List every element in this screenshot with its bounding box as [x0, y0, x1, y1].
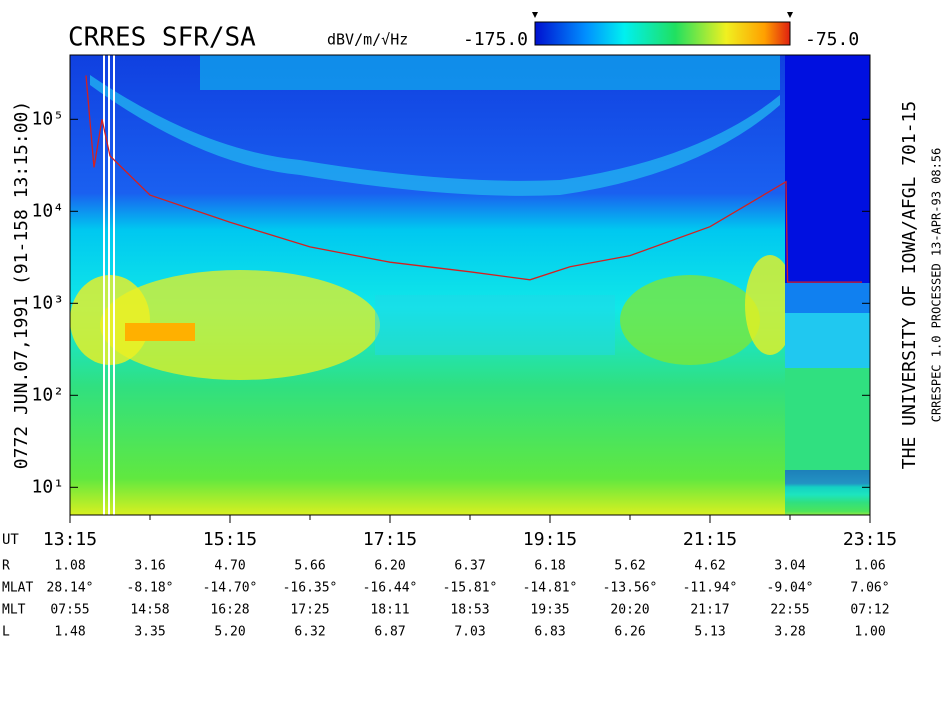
ephemeris-value: 21:17: [690, 603, 729, 618]
ephemeris-value: 20:20: [610, 603, 649, 618]
y-tick-label: 10²: [31, 384, 64, 405]
ephemeris-value: -14.81°: [523, 581, 578, 596]
x-tick-label: 13:15: [43, 529, 97, 550]
colorbar-label: dBV/m/√Hz: [327, 31, 408, 49]
ephemeris-value: 6.26: [614, 625, 645, 640]
ephemeris-value: -9.04°: [767, 581, 814, 596]
ephemeris-value: 7.03: [454, 625, 485, 640]
ephemeris-value: 19:35: [530, 603, 569, 618]
ephemeris-value: 4.62: [694, 559, 725, 574]
ephemeris-value: 3.35: [134, 625, 165, 640]
ephemeris-value: 28.14°: [47, 581, 94, 596]
ephemeris-value: -16.44°: [363, 581, 418, 596]
ephemeris-value: 16:28: [210, 603, 249, 618]
ephemeris-value: 14:58: [130, 603, 169, 618]
ephemeris-value: 3.28: [774, 625, 805, 640]
colorbar-tick-label: -75.0: [805, 29, 859, 50]
ephemeris-value: 3.16: [134, 559, 165, 574]
x-tick-label: 23:15: [843, 529, 897, 550]
ephemeris-value: 18:53: [450, 603, 489, 618]
ephemeris-value: -14.70°: [203, 581, 258, 596]
colorbar-tick: [787, 12, 793, 18]
ephemeris-value: 1.06: [854, 559, 885, 574]
ephemeris-value: 6.87: [374, 625, 405, 640]
y-tick-label: 10⁴: [31, 200, 64, 221]
ephemeris-value: 5.13: [694, 625, 725, 640]
ephemeris-value: 5.62: [614, 559, 645, 574]
ephemeris-value: 22:55: [770, 603, 809, 618]
y-tick-label: 10³: [31, 292, 64, 313]
ephemeris-label: MLT: [2, 603, 26, 618]
ephemeris-value: 4.70: [214, 559, 245, 574]
colorbar-tick: [532, 12, 538, 18]
ephemeris-value: -13.56°: [603, 581, 658, 596]
ephemeris-value: 07:12: [850, 603, 889, 618]
x-tick-label: 17:15: [363, 529, 417, 550]
left-label: 0772 JUN.07,1991 (91-158 13:15:00): [11, 101, 32, 469]
ephemeris-value: 18:11: [370, 603, 409, 618]
ephemeris-value: 5.20: [214, 625, 245, 640]
x-tick-label: 19:15: [523, 529, 577, 550]
ephemeris-label: L: [2, 625, 10, 640]
ephemeris-value: 6.32: [294, 625, 325, 640]
ephemeris-value: -16.35°: [283, 581, 338, 596]
y-tick-label: 10⁵: [31, 108, 64, 129]
right-label: THE UNIVERSITY OF IOWA/AFGL 701-15: [899, 101, 920, 469]
x-tick-label: 15:15: [203, 529, 257, 550]
ephemeris-value: 6.20: [374, 559, 405, 574]
spectrogram-background: [70, 55, 870, 515]
ephemeris-value: 17:25: [290, 603, 329, 618]
ephemeris-value: 6.83: [534, 625, 565, 640]
ephemeris-value: 7.06°: [850, 581, 889, 596]
ephemeris-value: 6.37: [454, 559, 485, 574]
colorbar: [534, 21, 791, 46]
ephemeris-value: 1.48: [54, 625, 85, 640]
ephemeris-value: 1.08: [54, 559, 85, 574]
ephemeris-value: 6.18: [534, 559, 565, 574]
ephemeris-label: R: [2, 559, 10, 574]
ephemeris-value: -8.18°: [127, 581, 174, 596]
ephemeris-value: -11.94°: [683, 581, 738, 596]
chart-title: CRRES SFR/SA: [68, 23, 256, 53]
ephemeris-label: MLAT: [2, 581, 33, 596]
ephemeris-value: 5.66: [294, 559, 325, 574]
ephemeris-value: 07:55: [50, 603, 89, 618]
series-line: [85, 75, 862, 283]
ephemeris-value: 3.04: [774, 559, 805, 574]
x-tick-label: 21:15: [683, 529, 737, 550]
ephemeris-value: -15.81°: [443, 581, 498, 596]
right-label-small: CRRESPEC 1.0 PROCESSED 13-APR-93 08:56: [930, 148, 944, 423]
x-axis-label: UT: [2, 532, 19, 548]
y-tick-label: 10¹: [31, 476, 64, 497]
colorbar-tick-label: -175.0: [463, 29, 528, 50]
ephemeris-value: 1.00: [854, 625, 885, 640]
